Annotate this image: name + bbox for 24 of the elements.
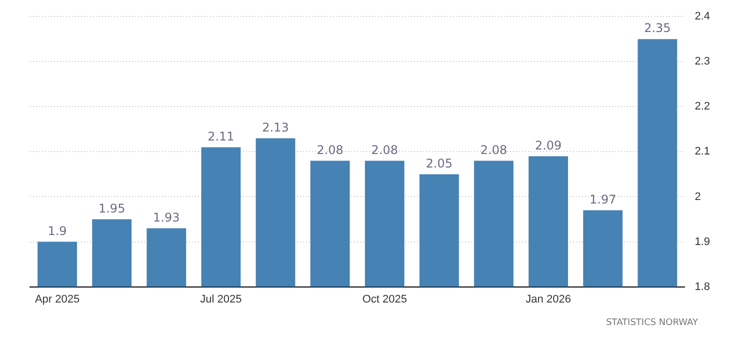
x-tick-label: Apr 2025: [34, 293, 80, 306]
data-label: 2.13: [262, 120, 289, 134]
y-tick-label: 2.1: [694, 146, 710, 158]
data-label: 1.93: [153, 210, 180, 224]
data-label: 2.08: [480, 142, 508, 157]
data-label: 2.08: [371, 142, 398, 157]
y-tick-label: 1.9: [694, 236, 710, 248]
data-label: 2.08: [316, 142, 344, 157]
data-label: 2.09: [534, 138, 562, 152]
y-tick-label: 2.3: [694, 56, 710, 68]
x-tick-label: Jul 2025: [200, 293, 242, 306]
data-label: 2.35: [644, 21, 671, 36]
data-label: 2.05: [426, 156, 453, 170]
text: STATISTICS NORWAY: [606, 318, 698, 328]
data-label: 2.11: [208, 129, 234, 144]
y-tick-label: 2.2: [694, 100, 710, 113]
x-tick-label: Jan 2026: [526, 293, 571, 306]
data-label: 1.95: [98, 201, 126, 216]
y-tick-label: 1.8: [694, 280, 710, 293]
y-tick-label: 2: [694, 190, 701, 203]
y-tick-label: 2.4: [694, 10, 710, 23]
data-label: 1.9: [48, 224, 67, 238]
x-tick-label: Oct 2025: [362, 293, 407, 306]
data-label: 1.97: [590, 192, 616, 206]
